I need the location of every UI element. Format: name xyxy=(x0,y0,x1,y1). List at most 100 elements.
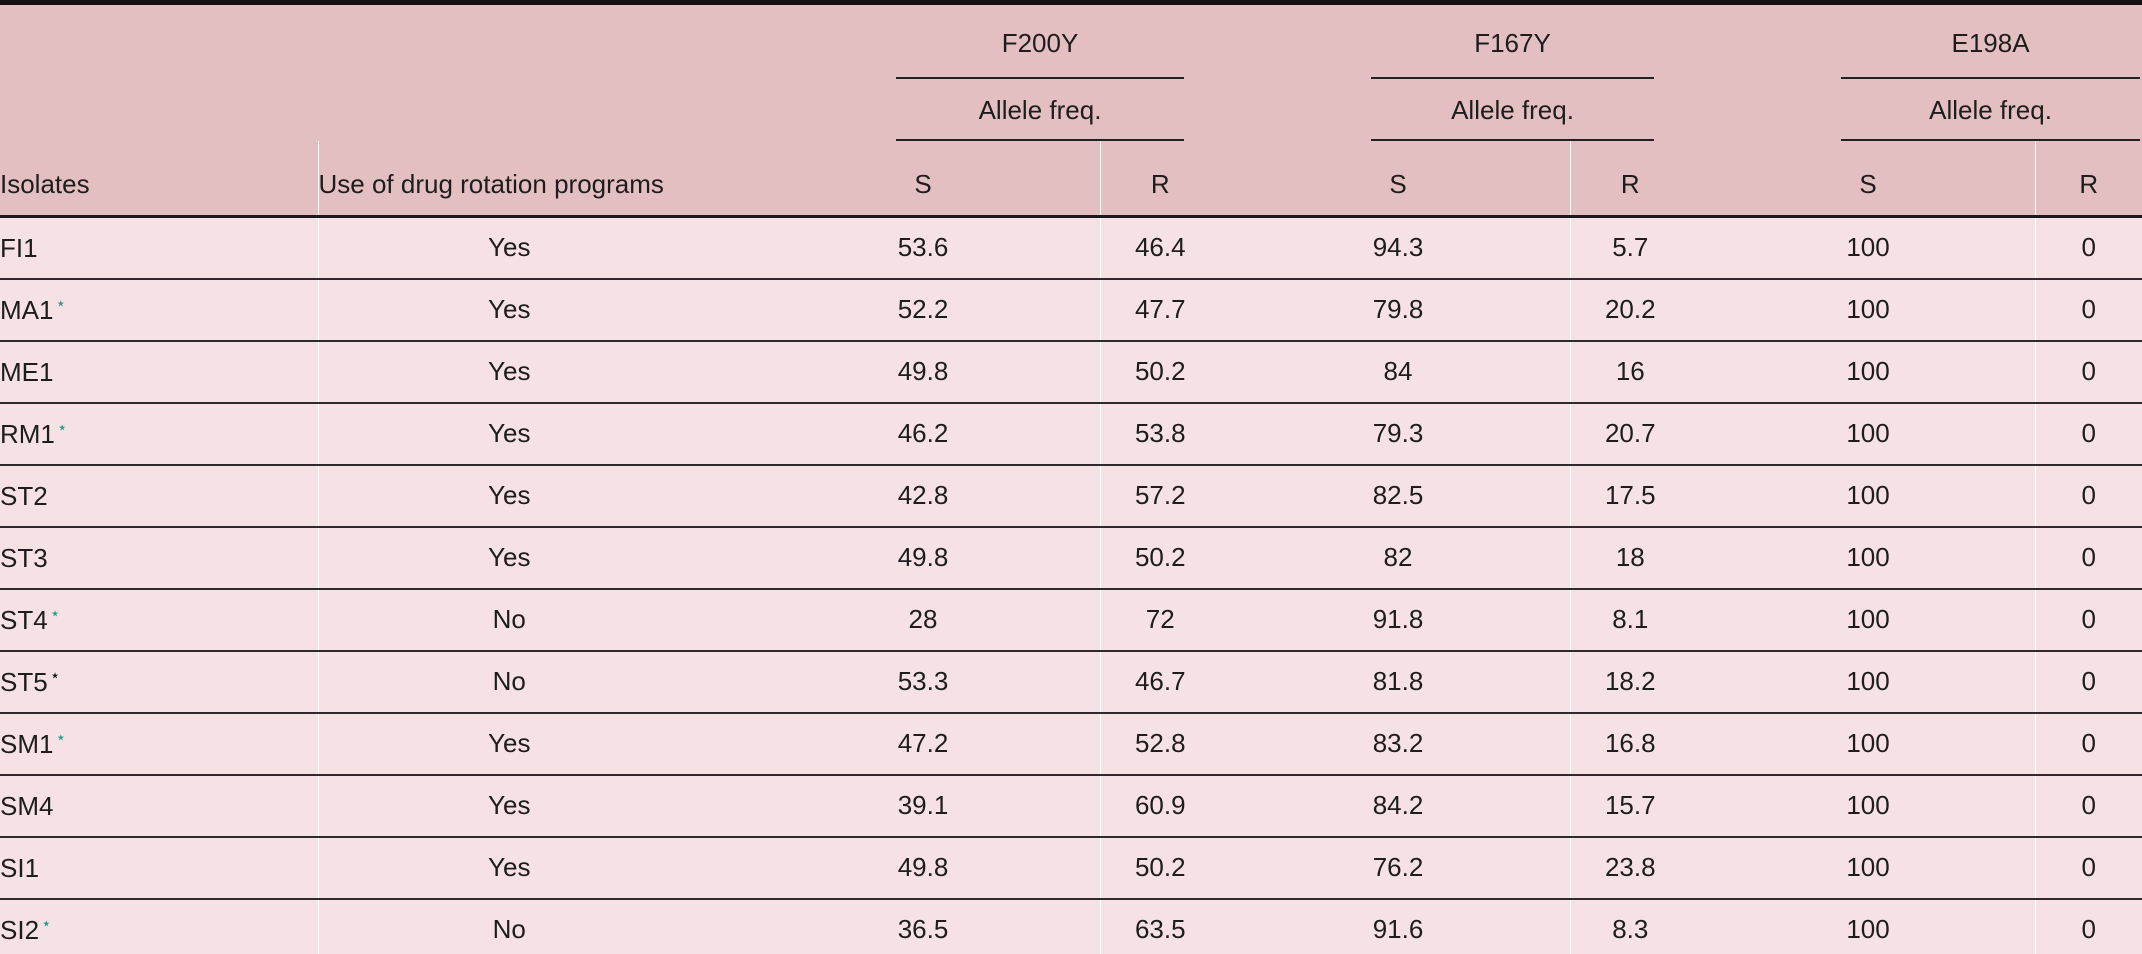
rotation-cell: Yes xyxy=(317,216,700,279)
rotation-cell: Yes xyxy=(317,526,700,589)
f200y-r-cell: 46.4 xyxy=(1099,216,1221,279)
e198a-s-cell: 100 xyxy=(1808,650,1929,713)
isolate-cell: ST2 xyxy=(0,464,318,527)
isolate-cell: ST5 ⋆ xyxy=(0,650,318,713)
spacer-cell xyxy=(700,650,863,713)
table-row: MA1 ⋆ Yes 52.2 47.7 79.8 20.2 100 0 xyxy=(0,278,2142,341)
spacer-cell xyxy=(1458,526,1571,589)
spacer-cell xyxy=(1690,836,1809,899)
f200y-r-cell: 50.2 xyxy=(1099,340,1221,403)
isolate-cell: ME1 xyxy=(0,340,318,403)
spacer-cell xyxy=(700,712,863,775)
f167y-s-cell: 94.3 xyxy=(1338,216,1459,279)
e198a-r-cell: 0 xyxy=(2034,588,2142,651)
spacer-cell xyxy=(1220,2,1339,79)
spacer-cell xyxy=(1690,216,1809,279)
spacer-cell xyxy=(700,774,863,837)
spacer-cell xyxy=(1690,650,1809,713)
isolate-cell: SI1 xyxy=(0,836,318,899)
spacer-cell xyxy=(1928,526,2036,589)
spacer-cell xyxy=(1220,712,1339,775)
f167y-r-cell: 17.5 xyxy=(1569,464,1691,527)
f167y-r-cell: 20.2 xyxy=(1569,278,1691,341)
spacer-cell xyxy=(983,898,1100,954)
spacer-cell xyxy=(983,526,1100,589)
e198a-s-cell: 100 xyxy=(1808,836,1929,899)
spacer-cell xyxy=(1690,278,1809,341)
rotation-cell: Yes xyxy=(317,402,700,465)
spacer-cell xyxy=(700,216,863,279)
spacer-cell xyxy=(1928,278,2036,341)
rotation-cell: Yes xyxy=(317,712,700,775)
spacer-cell xyxy=(1928,402,2036,465)
spacer-cell xyxy=(1690,464,1809,527)
spacer-cell xyxy=(1928,216,2036,279)
s-column-header: S xyxy=(863,141,983,218)
f167y-s-cell: 83.2 xyxy=(1338,712,1459,775)
r-column-header: R xyxy=(1569,141,1691,218)
f167y-s-cell: 82.5 xyxy=(1338,464,1459,527)
f200y-s-cell: 36.5 xyxy=(863,898,983,954)
f200y-s-cell: 49.8 xyxy=(863,526,983,589)
table-row: ST5 ⋆ No 53.3 46.7 81.8 18.2 100 0 xyxy=(0,650,2142,713)
allele-freq-header: Allele freq. xyxy=(1338,79,1691,141)
f200y-s-cell: 42.8 xyxy=(863,464,983,527)
f200y-r-cell: 72 xyxy=(1099,588,1221,651)
spacer-cell xyxy=(983,774,1100,837)
rotation-column-header: Use of drug rotation programs xyxy=(317,141,700,218)
s-column-header: S xyxy=(1808,141,1929,218)
f200y-s-cell: 53.6 xyxy=(863,216,983,279)
spacer-cell xyxy=(1220,278,1339,341)
f167y-r-cell: 23.8 xyxy=(1569,836,1691,899)
e198a-r-cell: 0 xyxy=(2034,216,2142,279)
isolate-name: SM1 xyxy=(0,729,54,760)
f200y-r-cell: 52.8 xyxy=(1099,712,1221,775)
isolate-cell: SM4 xyxy=(0,774,318,837)
spacer-cell xyxy=(1458,774,1571,837)
table-row: SI1 Yes 49.8 50.2 76.2 23.8 100 0 xyxy=(0,836,2142,899)
isolate-name: SI2 xyxy=(0,915,40,946)
f200y-r-cell: 50.2 xyxy=(1099,836,1221,899)
table-row: ST3 Yes 49.8 50.2 82 18 100 0 xyxy=(0,526,2142,589)
e198a-r-cell: 0 xyxy=(2034,402,2142,465)
spacer-cell xyxy=(1220,141,1339,218)
f200y-r-cell: 53.8 xyxy=(1099,402,1221,465)
spacer-cell xyxy=(700,278,863,341)
rotation-cell: Yes xyxy=(317,278,700,341)
e198a-s-cell: 100 xyxy=(1808,712,1929,775)
mutation-group-row: F200Y F167Y E198A xyxy=(0,2,2142,79)
spacer-cell xyxy=(1928,340,2036,403)
f167y-r-cell: 18 xyxy=(1569,526,1691,589)
spacer-cell xyxy=(1690,526,1809,589)
allele-freq-header: Allele freq. xyxy=(1808,79,2142,141)
f167y-s-cell: 79.3 xyxy=(1338,402,1459,465)
f167y-r-cell: 8.3 xyxy=(1569,898,1691,954)
isolate-name: MA1 xyxy=(0,295,54,326)
spacer-cell xyxy=(1690,141,1809,218)
group-header-e198a: E198A xyxy=(1808,2,2142,79)
spacer-cell xyxy=(1690,588,1809,651)
spacer-cell xyxy=(1220,774,1339,837)
spacer-cell xyxy=(700,526,863,589)
isolate-name: RM1 xyxy=(0,419,55,450)
spacer-cell xyxy=(1928,650,2036,713)
table-row: SI2 ⋆ No 36.5 63.5 91.6 8.3 100 0 xyxy=(0,898,2142,954)
f167y-r-cell: 5.7 xyxy=(1569,216,1691,279)
spacer-cell xyxy=(1458,402,1571,465)
footnote-star-marker: ⋆ xyxy=(56,418,68,438)
footnote-star-marker: ⋆ xyxy=(49,604,61,624)
spacer-cell xyxy=(1220,340,1339,403)
f200y-s-cell: 39.1 xyxy=(863,774,983,837)
rotation-cell: Yes xyxy=(317,464,700,527)
f167y-s-cell: 84 xyxy=(1338,340,1459,403)
table-row: SM4 Yes 39.1 60.9 84.2 15.7 100 0 xyxy=(0,774,2142,837)
spacer-cell xyxy=(1220,216,1339,279)
spacer-cell xyxy=(1928,836,2036,899)
f167y-s-cell: 91.8 xyxy=(1338,588,1459,651)
table-row: ME1 Yes 49.8 50.2 84 16 100 0 xyxy=(0,340,2142,403)
spacer-cell xyxy=(1690,340,1809,403)
isolate-cell: SM1 ⋆ xyxy=(0,712,318,775)
spacer-cell xyxy=(700,836,863,899)
f200y-r-cell: 57.2 xyxy=(1099,464,1221,527)
r-column-header: R xyxy=(1099,141,1221,218)
